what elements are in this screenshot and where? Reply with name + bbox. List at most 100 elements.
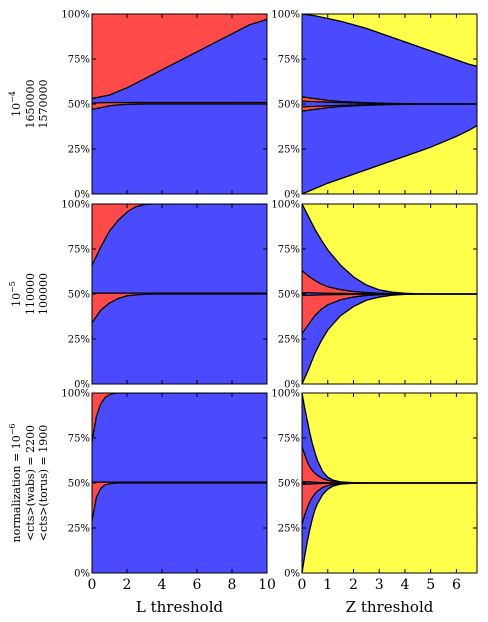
band-blue-r2-c1-1: [302, 483, 477, 573]
y-tick-label: 25%: [68, 335, 90, 346]
y-tick-label: 25%: [68, 145, 90, 156]
y-tick-label: 0%: [74, 380, 90, 391]
row-norm-exponent: −4: [8, 91, 17, 103]
row-label-line2: <cts>(torus) = 1900: [37, 425, 50, 541]
boundary-line-r1-c0-2: [92, 204, 267, 266]
row-label-0: 10−4 1650000 1570000: [8, 80, 50, 129]
panel-r2-c0: 0% 25% 50% 75% 100% 0 2 4 6 8 10: [61, 389, 276, 594]
row-label-2: normalization = 10−6 <cts>(wabs) = 2200 <c…: [8, 424, 50, 543]
row-label-1: 10−5 110000 100000: [8, 273, 50, 315]
x-tick-label: 2: [123, 577, 132, 593]
band-blue-r1-c0-0: [92, 294, 267, 384]
band-red-r1-c1-4: [302, 270, 477, 294]
y-tick-label: 75%: [68, 245, 90, 256]
band-red-r1-c0-3: [92, 204, 267, 266]
y-tick-label: 75%: [278, 245, 300, 256]
x-tick-label: 5: [426, 577, 435, 593]
y-tick-label: 50%: [278, 290, 300, 301]
y-tick-label: 50%: [68, 290, 90, 301]
panel-r1-c0: 0% 25% 50% 75% 100%: [61, 200, 268, 391]
boundary-line-r1-c0-0: [92, 293, 267, 324]
y-tick-label: 50%: [278, 100, 300, 111]
y-tick-label: 75%: [68, 434, 90, 445]
boundary-line-r2-c1-5: [302, 393, 477, 484]
band-red-r2-c1-4: [302, 447, 477, 483]
band-blue-r0-c1-5: [302, 14, 477, 104]
row-norm-exponent: −5: [8, 281, 17, 293]
y-tick-label: 0%: [284, 569, 300, 580]
x-tick-label: 6: [452, 577, 461, 593]
band-blue-r1-c0-2: [92, 204, 267, 294]
boundary-line-r0-c1-4: [302, 96, 477, 105]
y-tick-label: 0%: [284, 190, 300, 201]
row-label-line1: 1650000: [24, 80, 37, 129]
x-tick-label: 10: [258, 577, 276, 593]
band-red-r2-c1-2: [302, 483, 477, 525]
y-tick-label: 0%: [74, 190, 90, 201]
y-tick-label: 0%: [74, 569, 90, 580]
row-label-line2: 1570000: [37, 80, 50, 129]
y-tick-label: 100%: [61, 389, 90, 400]
band-blue-r2-c0-0: [92, 483, 267, 573]
y-tick-label: 75%: [278, 434, 300, 445]
y-tick-label: 100%: [61, 200, 90, 211]
boundary-line-r0-c0-0: [92, 103, 267, 111]
x-tick-label: 0: [298, 577, 307, 593]
row-normalization-label: normalization = 10−6: [8, 424, 23, 543]
x-tick-label: 3: [375, 577, 384, 593]
band-yellow-r2-c1-0: [302, 483, 477, 573]
x-tick-label: 2: [349, 577, 358, 593]
y-tick-label: 25%: [278, 524, 300, 535]
y-tick-label: 50%: [68, 100, 90, 111]
y-tick-label: 0%: [284, 380, 300, 391]
y-tick-label: 50%: [278, 479, 300, 490]
y-tick-label: 100%: [61, 10, 90, 21]
band-blue-r2-c0-2: [92, 393, 267, 483]
band-blue-r1-c1-5: [302, 204, 477, 294]
y-tick-label: 100%: [271, 200, 300, 211]
row-norm-exponent: −6: [8, 424, 17, 436]
x-tick-label: 1: [323, 577, 332, 593]
row-norm-base: 10: [10, 293, 23, 307]
row-normalization-label: 10−5: [8, 281, 23, 307]
row-norm-base: 10: [10, 103, 23, 117]
y-tick-label: 75%: [278, 55, 300, 66]
panel-r1-c1: 0% 25% 50% 75% 100%: [271, 200, 478, 391]
y-tick-label: 75%: [68, 55, 90, 66]
boundary-line-r0-c1-0: [302, 125, 477, 194]
panel-r0-c0: 0% 25% 50% 75% 100%: [61, 10, 268, 201]
x-tick-label: 4: [400, 577, 409, 593]
boundary-line-r0-c0-2: [92, 18, 267, 100]
band-yellow-r1-c1-6: [302, 204, 477, 294]
boundary-line-r2-c0-2: [92, 393, 267, 442]
boundary-line-r1-c1-5: [302, 204, 477, 295]
boundary-line-r0-c0-1: [92, 101, 267, 104]
band-yellow-r2-c1-6: [302, 393, 477, 483]
x-axis-label: L threshold: [136, 598, 224, 616]
row-label-line2: 100000: [37, 273, 50, 315]
band-yellow-r1-c1-0: [302, 294, 477, 384]
x-axis-label: Z threshold: [346, 598, 434, 616]
y-tick-label: 50%: [68, 479, 90, 490]
row-norm-prefix: normalization =: [10, 449, 23, 542]
row-normalization-label: 10−4: [8, 91, 23, 117]
panel-r2-c1: 0% 25% 50% 75% 100% 0 1 2 3 4 5 6: [271, 389, 478, 593]
y-tick-label: 25%: [68, 524, 90, 535]
band-blue-r2-c1-5: [302, 393, 477, 483]
band-blue-r0-c1-1: [302, 104, 477, 194]
band-yellow-r0-c1-6: [302, 14, 477, 67]
y-tick-label: 25%: [278, 145, 300, 156]
y-tick-label: 100%: [271, 10, 300, 21]
band-red-r1-c1-2: [302, 294, 477, 334]
x-tick-label: 4: [158, 577, 167, 593]
boundary-line-r0-c1-5: [302, 14, 477, 67]
panel-r0-c1: 0% 25% 50% 75% 100%: [271, 10, 478, 201]
row-label-line1: 110000: [24, 273, 37, 315]
x-tick-label: 8: [228, 577, 237, 593]
boundary-line-r2-c0-0: [92, 482, 267, 521]
band-red-r1-c0-1: [92, 293, 267, 323]
y-tick-label: 100%: [271, 389, 300, 400]
band-red-r0-c0-3: [92, 14, 267, 99]
x-tick-label: 6: [193, 577, 202, 593]
row-norm-base: 10: [10, 435, 23, 449]
